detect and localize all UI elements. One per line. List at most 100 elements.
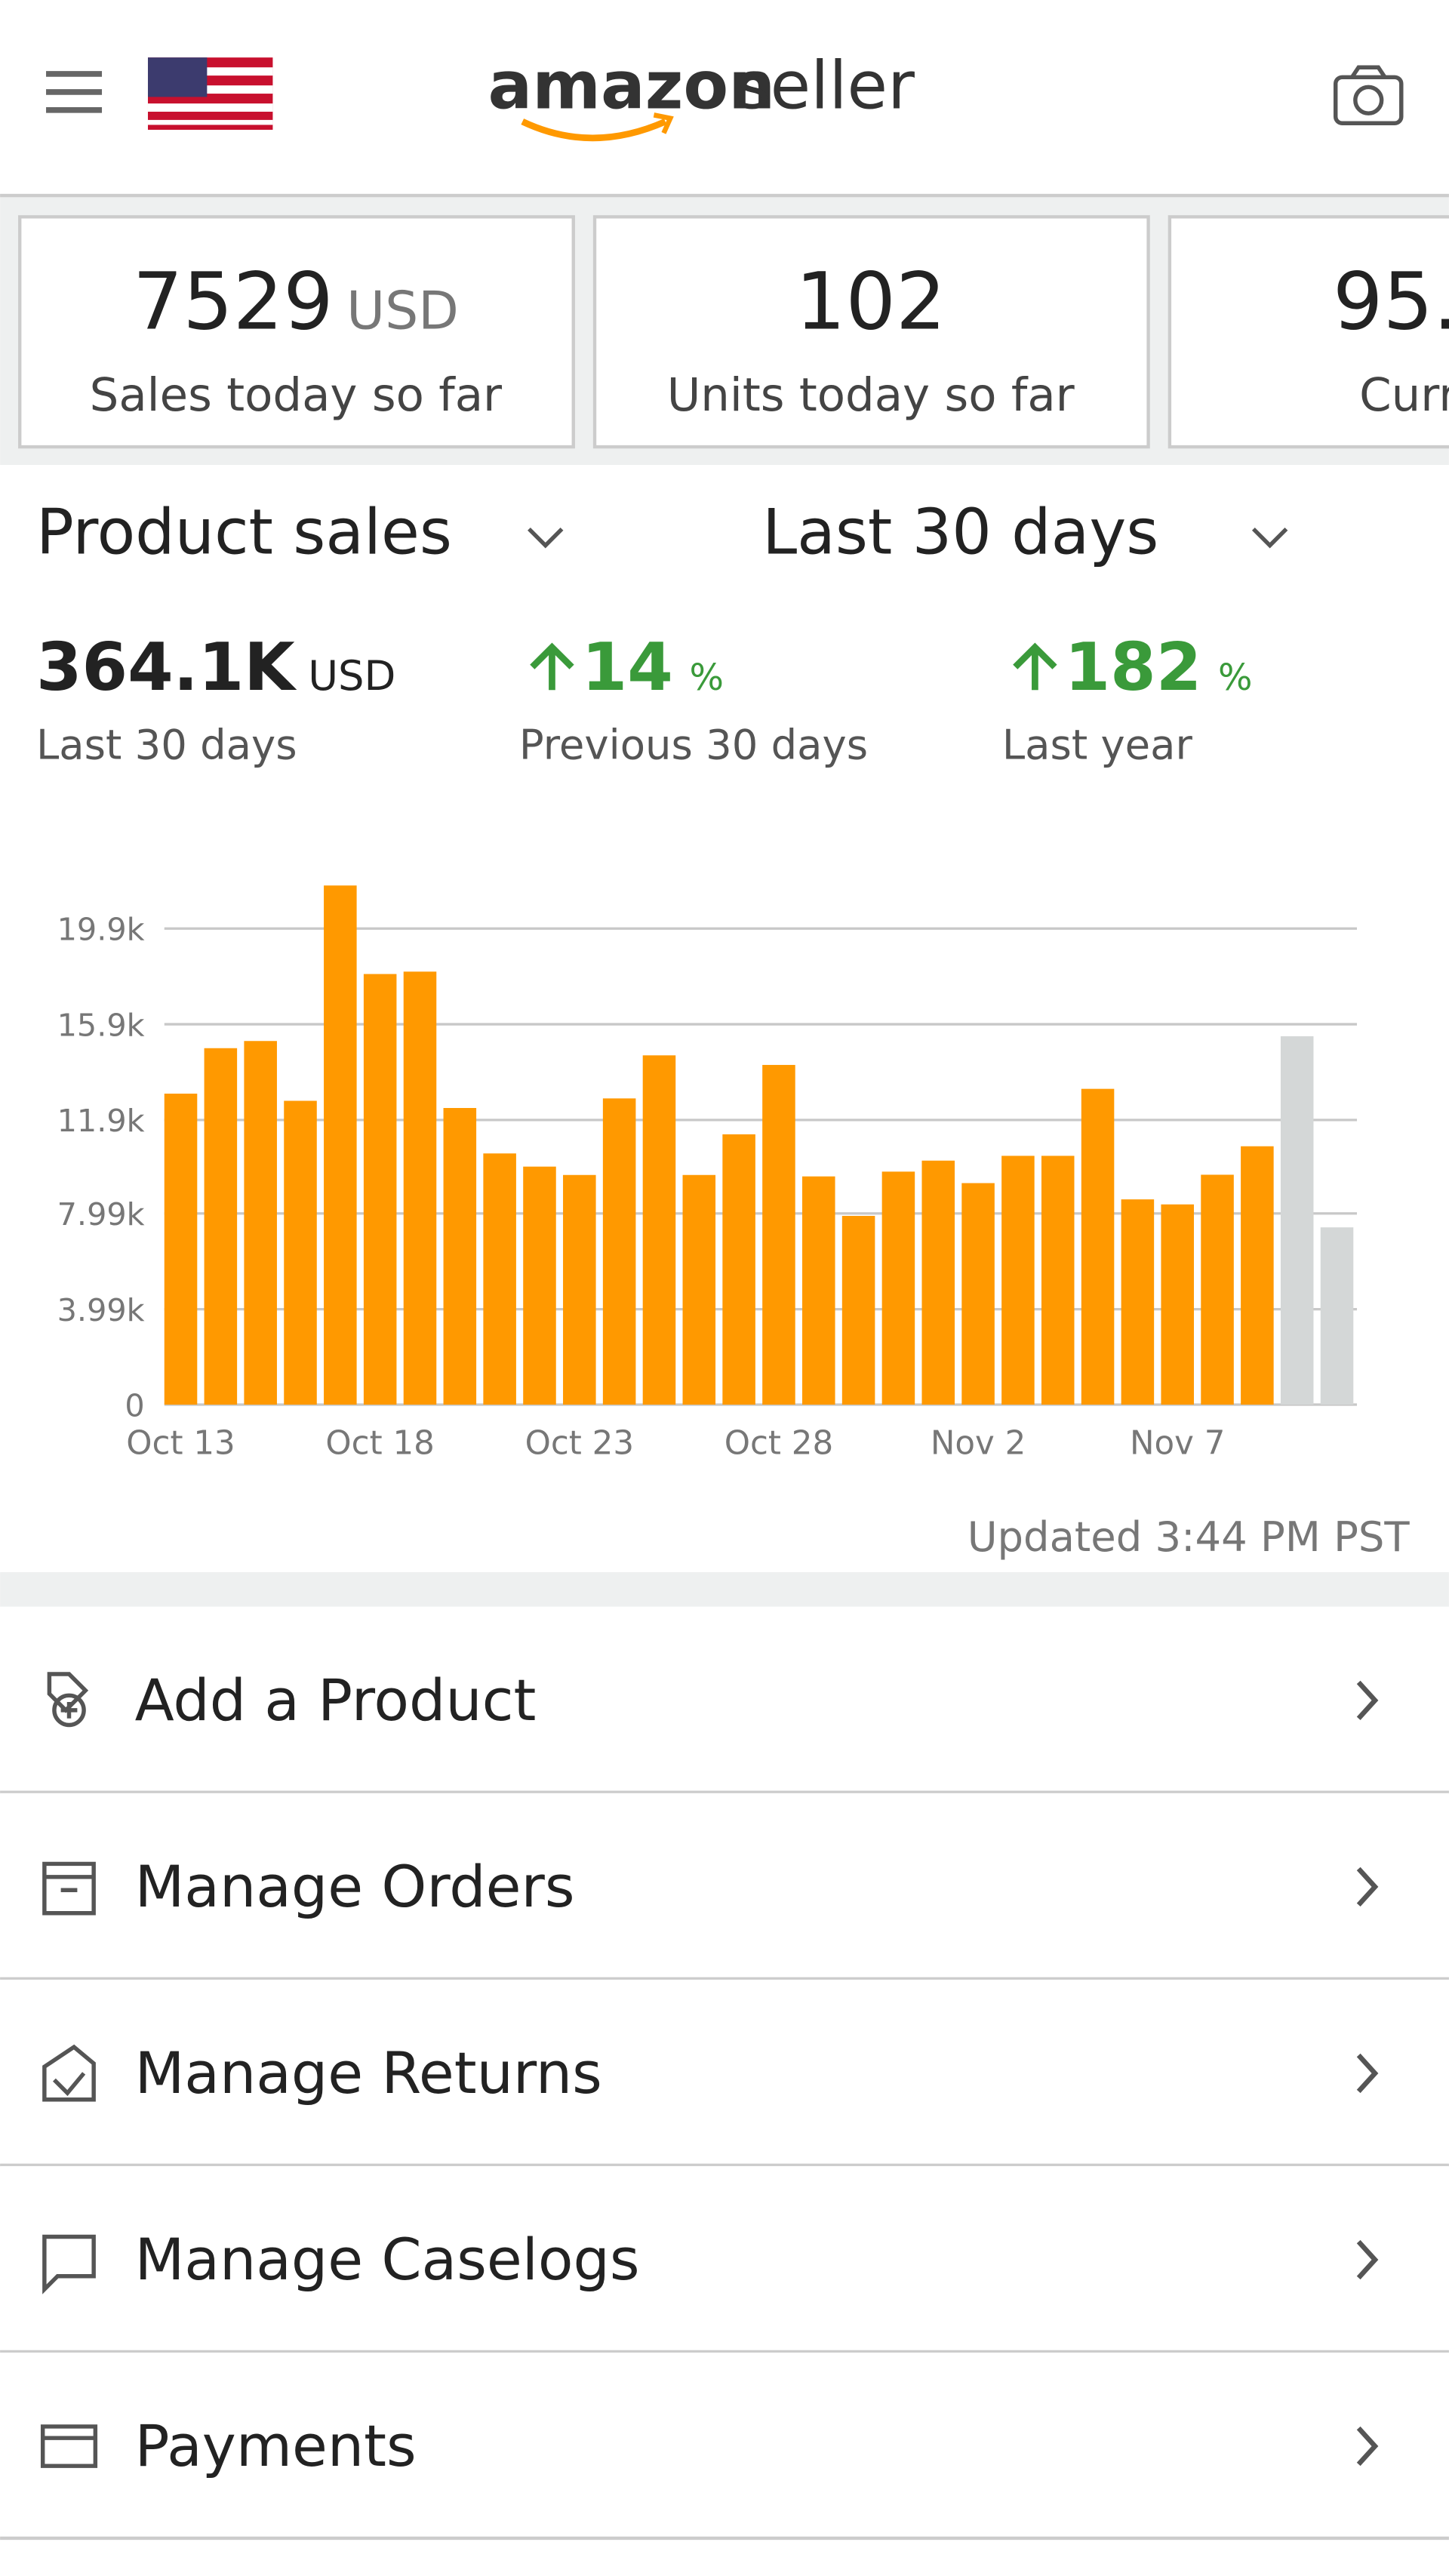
period-select[interactable]: Last 30 days: [762, 496, 1158, 569]
menu-label: Manage Caselogs: [135, 2226, 640, 2293]
x-tick-label: Nov 7: [1130, 1424, 1225, 1462]
chevron: [1356, 1680, 1379, 1720]
stat-value: 7529 USD: [133, 255, 459, 347]
y-tick-label: 7.99k: [57, 1196, 145, 1233]
logo-smile: [521, 118, 667, 142]
menu-icon: [42, 2234, 96, 2294]
change-value: 14%: [582, 629, 724, 706]
change-value: 182%: [1065, 629, 1253, 706]
divider-strip: [0, 1572, 1449, 1607]
menu-icon: [40, 2424, 98, 2468]
bar: [204, 1048, 238, 1405]
stat-unit: USD: [346, 280, 459, 341]
bar: [244, 1041, 277, 1405]
change-unit: %: [1218, 657, 1253, 699]
y-tick-label: 11.9k: [57, 1103, 145, 1139]
menu-label: Manage Returns: [135, 2039, 602, 2107]
bar: [762, 1064, 795, 1405]
menu-label: Add a Product: [135, 1667, 537, 1734]
menu-item[interactable]: [0, 1606, 1449, 1793]
bar: [722, 1134, 755, 1405]
x-tick-label: Oct 13: [126, 1424, 235, 1462]
chevron: [1356, 2426, 1379, 2467]
stat-value: 95.24: [1333, 255, 1449, 347]
stat-number: 7529: [133, 255, 334, 347]
logo-arrow: [653, 112, 674, 134]
bar: [363, 974, 397, 1405]
x-tick-label: Nov 2: [931, 1424, 1026, 1462]
bar: [1201, 1174, 1234, 1405]
bar: [642, 1055, 676, 1405]
bar: [1280, 1036, 1314, 1405]
bar: [1081, 1088, 1115, 1405]
menu-item[interactable]: [0, 2352, 1449, 2538]
stat-label: Sales today so far: [90, 368, 503, 422]
menu-icon: [42, 2044, 96, 2102]
change-label: Previous 30 days: [519, 721, 868, 769]
bar: [563, 1174, 596, 1405]
chevron: [1356, 2239, 1379, 2280]
x-tick-label: Oct 28: [724, 1424, 833, 1462]
change-unit: %: [690, 657, 724, 699]
y-tick-label: 19.9k: [57, 912, 145, 948]
y-tick-label: 3.99k: [57, 1292, 145, 1328]
bar: [881, 1171, 915, 1405]
total-unit: USD: [308, 651, 395, 700]
camera-button[interactable]: [1333, 65, 1404, 125]
stat-label: Current: [1359, 368, 1449, 422]
change-label: Last year: [1002, 721, 1193, 769]
change-number: 182: [1065, 629, 1202, 706]
bar: [961, 1183, 995, 1405]
stat-value: 102: [795, 255, 946, 347]
stat-card[interactable]: [18, 215, 575, 449]
menu-item[interactable]: [0, 1793, 1449, 1979]
up-arrow: [530, 642, 574, 691]
menu-item[interactable]: [0, 1979, 1449, 2165]
bar: [1001, 1156, 1035, 1405]
bar: [801, 1176, 835, 1405]
bar: [841, 1215, 875, 1405]
bar: [443, 1108, 477, 1405]
bar: [1161, 1204, 1194, 1405]
stat-label: Units today so far: [667, 368, 1075, 422]
y-tick-label: 0: [125, 1387, 144, 1423]
menu-item[interactable]: [0, 2165, 1449, 2352]
bar: [1320, 1227, 1354, 1405]
bar: [403, 971, 437, 1405]
bar: [164, 1093, 198, 1405]
stat-card[interactable]: [1168, 215, 1449, 449]
up-arrow: [1013, 642, 1057, 691]
bar: [1121, 1199, 1155, 1405]
total: 364.1K USD: [36, 629, 395, 706]
x-tick-label: Oct 23: [525, 1424, 634, 1462]
total-label: Last 30 days: [36, 721, 297, 769]
menu-icon: [42, 1861, 96, 1916]
bar: [921, 1160, 955, 1405]
stat-number: 102: [795, 255, 946, 347]
bar: [523, 1166, 556, 1405]
bar: [284, 1100, 317, 1405]
bar: [602, 1098, 636, 1405]
menu-button[interactable]: [46, 71, 103, 113]
bar: [1241, 1146, 1274, 1405]
updated-time: Updated 3:44 PM PST: [968, 1513, 1411, 1561]
bar: [483, 1153, 516, 1405]
chevron: [1356, 2053, 1379, 2094]
x-tick-label: Oct 18: [325, 1424, 434, 1462]
menu-label: Payments: [135, 2412, 417, 2479]
change-number: 14: [582, 629, 673, 706]
bar: [682, 1174, 716, 1405]
stat-card[interactable]: [592, 215, 1150, 449]
bar: [1041, 1156, 1075, 1405]
chevron: [1356, 1867, 1379, 1907]
y-tick-label: 15.9k: [57, 1007, 145, 1043]
metric-select[interactable]: Product sales: [36, 496, 452, 569]
menu-label: Manage Orders: [135, 1853, 575, 1920]
logo: amazon: [488, 48, 776, 125]
flag[interactable]: [147, 57, 273, 130]
total-value: 364.1K: [36, 629, 297, 706]
stat-number: 95.24: [1333, 255, 1449, 347]
menu-icon: [47, 1672, 89, 1728]
